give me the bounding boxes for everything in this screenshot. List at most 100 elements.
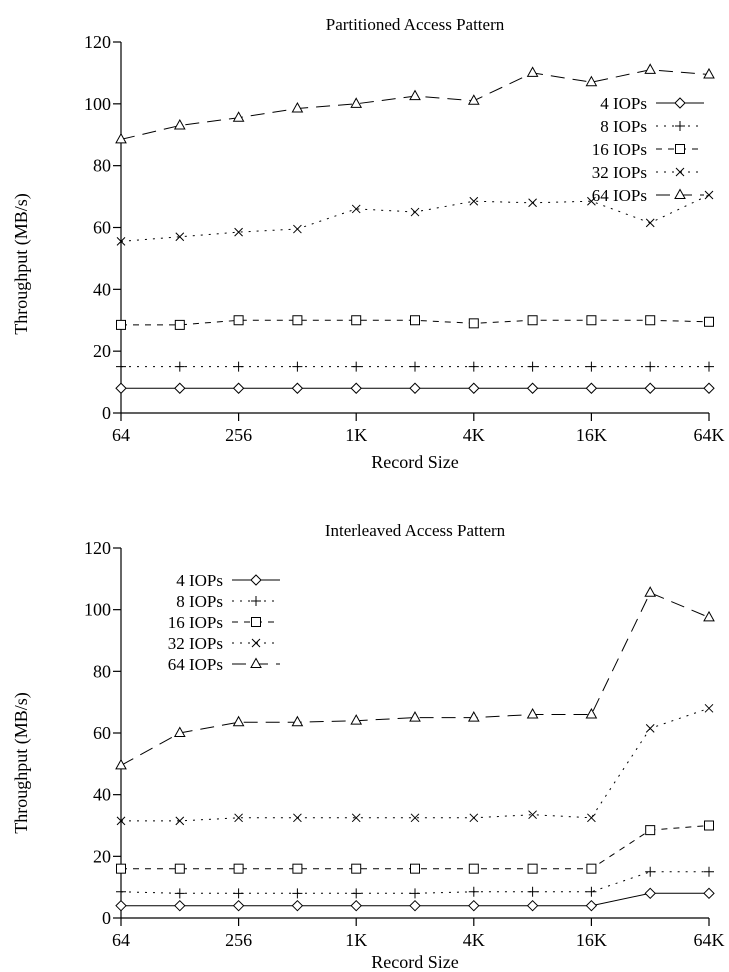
series-64-iops xyxy=(115,63,715,144)
data-point xyxy=(233,863,244,874)
data-point xyxy=(233,888,244,899)
data-point xyxy=(585,75,598,87)
data-point xyxy=(410,207,420,217)
y-tick-label: 100 xyxy=(84,94,111,114)
legend-marker xyxy=(674,97,686,109)
series-64-iops xyxy=(115,586,715,770)
data-point xyxy=(174,863,185,874)
x-tick-label: 1K xyxy=(345,425,367,445)
x-tick-label: 1K xyxy=(345,930,367,950)
data-point xyxy=(174,888,185,899)
legend-marker xyxy=(675,167,685,177)
y-tick-label: 40 xyxy=(93,785,111,805)
data-point xyxy=(175,232,185,242)
x-tick-label: 256 xyxy=(225,425,252,445)
data-point xyxy=(234,813,243,823)
legend-marker xyxy=(250,657,262,668)
legend-label: 8 IOPs xyxy=(600,117,647,136)
legend-marker xyxy=(251,596,261,606)
data-point xyxy=(174,382,186,394)
legend-label: 32 IOPs xyxy=(592,163,647,182)
legend-label: 4 IOPs xyxy=(176,571,223,590)
data-point xyxy=(292,361,303,372)
series-line xyxy=(121,825,710,870)
data-point xyxy=(526,382,539,394)
data-point xyxy=(526,707,539,719)
data-point xyxy=(526,66,539,77)
data-point xyxy=(703,67,715,79)
data-point xyxy=(116,886,126,897)
data-point xyxy=(350,714,363,725)
series-8-iops xyxy=(116,866,714,899)
data-point xyxy=(116,361,126,372)
data-point xyxy=(116,319,126,330)
chart-title: Partitioned Access Pattern xyxy=(326,15,505,34)
y-tick-label: 100 xyxy=(84,600,111,620)
data-point xyxy=(175,816,185,826)
series-line xyxy=(121,319,710,326)
legend-label: 4 IOPs xyxy=(600,94,647,113)
data-point xyxy=(233,361,244,372)
data-point xyxy=(234,227,243,237)
x-tick-label: 64 xyxy=(112,425,130,445)
data-point xyxy=(350,899,362,912)
data-point xyxy=(350,97,363,108)
series-line xyxy=(121,707,710,822)
y-tick-label: 60 xyxy=(93,723,111,743)
data-point xyxy=(351,863,362,874)
data-point xyxy=(704,190,714,200)
data-point xyxy=(409,89,421,101)
data-point xyxy=(116,863,126,874)
data-point xyxy=(409,711,421,722)
series-4-iops xyxy=(115,382,715,394)
data-point xyxy=(585,707,598,719)
data-point xyxy=(704,866,714,877)
data-point xyxy=(468,318,479,329)
data-point xyxy=(410,361,420,372)
legend-marker xyxy=(674,188,686,199)
x-tick-label: 16K xyxy=(576,930,607,950)
data-point xyxy=(586,886,597,897)
legend: 4 IOPs 8 IOPs 16 IOPs 32 IOPs 64 IOPs xyxy=(168,571,280,674)
data-point xyxy=(174,361,185,372)
data-point xyxy=(527,863,538,874)
data-point xyxy=(116,237,126,246)
data-point xyxy=(468,863,479,874)
data-point xyxy=(703,887,715,900)
data-point xyxy=(291,382,304,394)
legend-marker xyxy=(250,574,262,586)
legend-marker xyxy=(251,617,261,627)
y-tick-label: 0 xyxy=(102,403,111,423)
chart-interleaved: Interleaved Access Pattern Record Size T… xyxy=(11,521,725,972)
y-axis-label: Throughput (MB/s) xyxy=(11,193,32,335)
series-16-iops xyxy=(116,315,714,330)
data-point xyxy=(293,224,302,234)
data-point xyxy=(409,899,421,912)
data-point xyxy=(704,316,714,327)
data-point xyxy=(292,863,303,874)
data-point xyxy=(644,382,656,394)
data-point xyxy=(410,888,420,899)
legend-label: 64 IOPs xyxy=(168,655,223,674)
data-point xyxy=(645,361,656,372)
data-point xyxy=(291,101,304,113)
data-point xyxy=(528,198,537,208)
data-point xyxy=(587,813,596,823)
data-point xyxy=(469,196,479,206)
data-point xyxy=(468,382,480,394)
data-point xyxy=(409,382,421,394)
data-point xyxy=(351,888,362,899)
data-point xyxy=(173,118,186,130)
data-point xyxy=(232,382,245,394)
data-point xyxy=(704,361,714,372)
data-point xyxy=(645,866,656,877)
data-point xyxy=(233,315,244,326)
data-point xyxy=(526,899,539,912)
data-point xyxy=(645,724,655,733)
y-tick-label: 120 xyxy=(84,32,111,52)
data-point xyxy=(351,315,362,326)
data-point xyxy=(291,715,304,727)
data-point xyxy=(527,361,538,372)
